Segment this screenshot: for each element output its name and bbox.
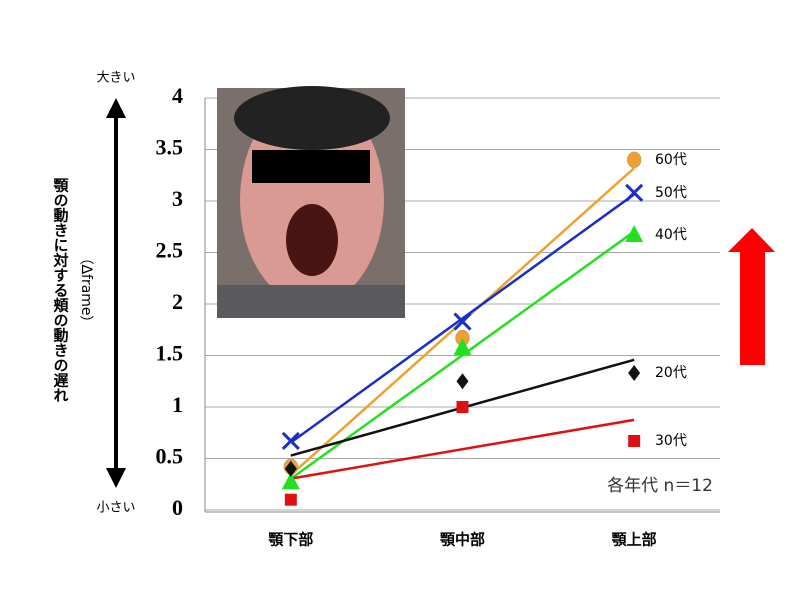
y-label: 顎の動きに対する頬の動きの遅れ — [52, 178, 70, 403]
x-tick-label: 顎下部 — [268, 531, 313, 549]
y-tick-label: 1.5 — [156, 341, 184, 366]
series-label: 40代 — [655, 227, 687, 243]
y-tick-label: 4 — [172, 83, 183, 108]
y-tick-label: 3 — [172, 186, 183, 211]
up-arrow — [728, 228, 775, 365]
x-tick-label: 顎中部 — [440, 531, 485, 549]
x-tick-label: 顎上部 — [612, 531, 657, 549]
trendline — [290, 193, 635, 444]
y-low: 小さい — [96, 501, 135, 516]
series-label: 50代 — [655, 185, 687, 201]
series-label: 20代 — [655, 365, 687, 381]
marker — [284, 460, 297, 477]
trendline — [290, 418, 635, 480]
y-unit: （Δframe） — [78, 250, 94, 329]
series-label: 30代 — [655, 433, 687, 449]
marker — [281, 472, 300, 490]
y-tick-label: 1 — [172, 392, 183, 417]
marker — [453, 312, 472, 331]
photo — [217, 86, 405, 318]
marker — [628, 434, 641, 447]
marker — [284, 493, 297, 506]
y-tick-label: 2 — [172, 289, 183, 314]
note: 各年代 n＝12 — [607, 476, 713, 496]
marker — [625, 183, 644, 202]
marker — [626, 151, 642, 169]
marker — [628, 365, 641, 382]
marker — [456, 373, 469, 390]
marker — [281, 431, 300, 451]
y-tick-label: 0 — [172, 495, 183, 520]
y-high: 大きい — [96, 71, 135, 86]
series-label: 60代 — [655, 152, 687, 168]
marker — [625, 224, 644, 242]
marker — [453, 338, 472, 356]
marker — [456, 401, 469, 413]
y-tick-label: 3.5 — [156, 135, 184, 160]
y-tick-label: 2.5 — [156, 238, 184, 263]
y-tick-label: 0.5 — [156, 444, 184, 469]
